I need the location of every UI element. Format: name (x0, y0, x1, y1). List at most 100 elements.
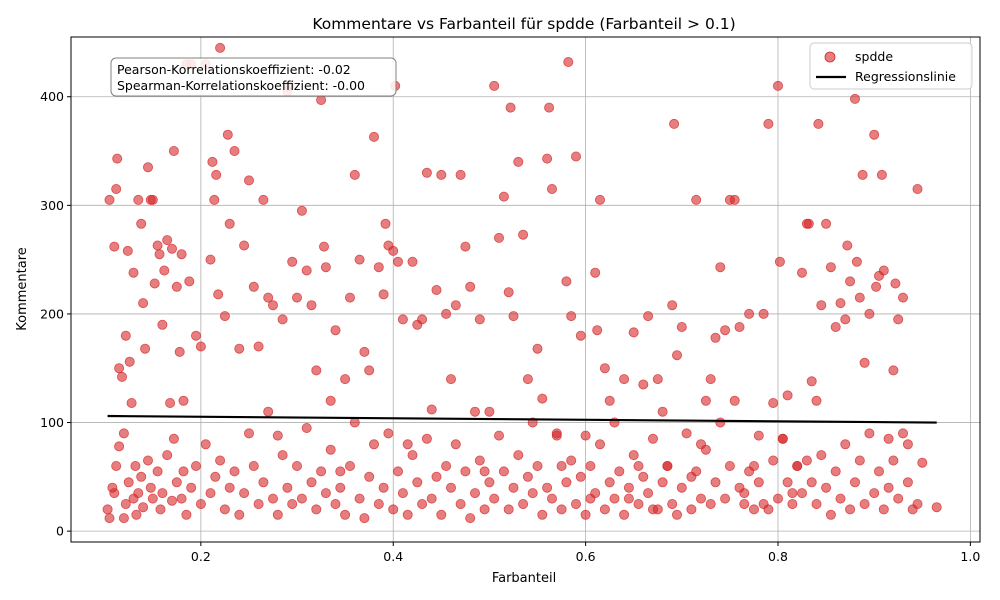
x-tick-label: 0.4 (383, 549, 403, 564)
scatter-point (229, 145, 240, 156)
scatter-point (445, 374, 456, 385)
scatter-point (749, 504, 760, 515)
scatter-point (773, 493, 784, 504)
scatter-point (138, 298, 149, 309)
scatter-point (178, 395, 189, 406)
scatter-point (561, 477, 572, 488)
scatter-point (239, 488, 250, 499)
scatter-point (806, 477, 817, 488)
scatter-point (571, 498, 582, 509)
scatter-point (739, 498, 750, 509)
scatter-point (311, 504, 322, 515)
scatter-point (563, 57, 574, 68)
scatter-point (114, 441, 125, 452)
scatter-point (498, 466, 509, 477)
scatter-point (147, 194, 158, 205)
scatter-point (724, 460, 735, 471)
scatter-point (368, 439, 379, 450)
scatter-point (277, 314, 288, 325)
scatter-point (705, 498, 716, 509)
scatter-point (243, 175, 254, 186)
scatter-point (850, 477, 861, 488)
scatter-point (851, 256, 862, 267)
scatter-point (484, 477, 495, 488)
y-tick-label: 300 (40, 198, 64, 213)
scatter-point (166, 243, 177, 254)
scatter-point (503, 287, 514, 298)
scatter-point (580, 509, 591, 520)
x-tick-label: 0.6 (576, 549, 596, 564)
scatter-point (710, 332, 721, 343)
scatter-point (890, 278, 901, 289)
scatter-point (792, 460, 803, 471)
scatter-point (267, 300, 278, 311)
scatter-point (450, 300, 461, 311)
scatter-point (854, 455, 865, 466)
scatter-point (373, 262, 384, 273)
scatter-point (190, 460, 201, 471)
scatter-point (532, 460, 543, 471)
regression-line-path (107, 414, 937, 424)
scatter-point (912, 498, 923, 509)
scatter-point (686, 504, 697, 515)
scatter-point (537, 509, 548, 520)
chart-title: Kommentare vs Farbanteil für spdde (Farb… (312, 15, 735, 33)
scatter-point (330, 325, 341, 336)
scatter-point (168, 433, 179, 444)
y-axis-ticks: 0 100 200 300 400 (40, 89, 71, 539)
scatter-point (392, 256, 403, 267)
scatter-point (595, 439, 606, 450)
scatter-point (715, 417, 726, 428)
scatter-point (441, 460, 452, 471)
scatter-point (691, 466, 702, 477)
scatter-point (128, 267, 139, 278)
scatter-point (195, 341, 206, 352)
scatter-point (224, 218, 235, 229)
scatter-point (166, 495, 177, 506)
scatter-point (532, 343, 543, 354)
scatter-point (124, 356, 135, 367)
scatter-point (527, 488, 538, 499)
scatter-point (561, 276, 572, 287)
scatter-point (296, 493, 307, 504)
scatter-point (777, 433, 788, 444)
scatter-point (821, 218, 832, 229)
scatter-point (566, 311, 577, 322)
scatter-point (845, 276, 856, 287)
scatter-point (154, 249, 165, 260)
scatter-point (842, 240, 853, 251)
scatter-point (224, 482, 235, 493)
scatter-point (835, 493, 846, 504)
scatter-point (460, 466, 471, 477)
scatter-point (253, 498, 264, 509)
scatter-point (431, 471, 442, 482)
scatter-point (272, 509, 283, 520)
scatter-point (590, 267, 601, 278)
x-axis-label: Farbanteil (492, 571, 556, 586)
scatter-point (753, 477, 764, 488)
scatter-point (291, 460, 302, 471)
scatter-point (364, 471, 375, 482)
scatter-point (850, 93, 861, 104)
scatter-point (547, 493, 558, 504)
y-tick-label: 400 (40, 89, 64, 104)
scatter-point (479, 466, 490, 477)
scatter-point (168, 145, 179, 156)
annotation-box (110, 57, 397, 97)
scatter-point (878, 265, 889, 276)
scatter-point (104, 194, 115, 205)
scatter-point (272, 430, 283, 441)
scatter-point (638, 379, 649, 390)
scatter-point (773, 80, 784, 91)
scatter-point (186, 482, 197, 493)
scatter-point (211, 169, 222, 180)
scatter-point (215, 455, 226, 466)
scatter-point (672, 350, 683, 361)
scatter-point (171, 281, 182, 292)
scatter-point (359, 346, 370, 357)
scatter-point (753, 430, 764, 441)
scatter-point (174, 346, 185, 357)
scatter-point (623, 482, 634, 493)
scatter-point (825, 509, 836, 520)
